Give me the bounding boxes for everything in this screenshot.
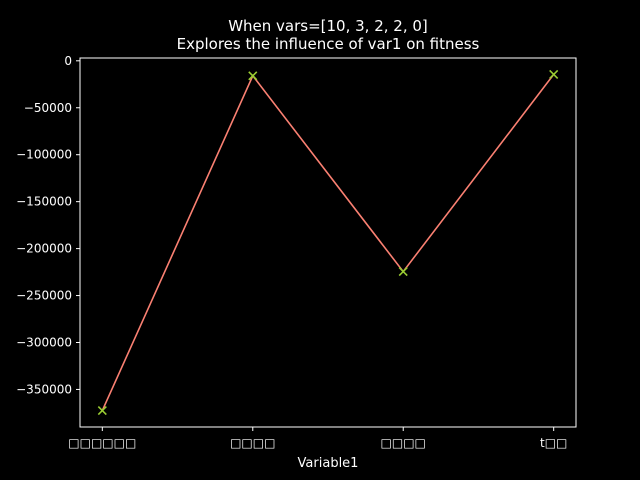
y-tick-label: −300000 <box>16 335 72 349</box>
chart-subtitle: Explores the influence of var1 on fitnes… <box>177 35 480 53</box>
x-tick-label: t□□ <box>540 436 567 450</box>
x-tick-label: □□□□□□ <box>68 436 136 450</box>
series-layer <box>97 69 559 416</box>
y-tick-label: −150000 <box>16 195 72 209</box>
series-line <box>101 73 555 411</box>
plot-area-frame <box>79 57 577 428</box>
data-point-marker <box>549 69 559 79</box>
x-tick-label: □□□□ <box>230 436 275 450</box>
data-point-marker <box>97 406 107 416</box>
y-tick-label: −50000 <box>24 101 72 115</box>
x-axis: □□□□□□ □□□□ □□□□ t□□ <box>68 427 567 450</box>
x-tick-label: □□□□ <box>381 436 426 450</box>
y-axis: 0 −50000 −100000 −150000 −200000 −250000 −3000… <box>16 54 80 396</box>
y-tick-label: −350000 <box>16 382 72 396</box>
data-point-marker <box>398 267 408 277</box>
x-axis-label: Variable1 <box>298 456 359 471</box>
y-tick-label: −200000 <box>16 242 72 256</box>
data-point-marker <box>248 71 258 81</box>
y-tick-label: −100000 <box>16 148 72 162</box>
chart-title: When vars=[10, 3, 2, 2, 0] <box>228 17 428 35</box>
y-tick-label: 0 <box>64 54 72 68</box>
y-tick-label: −250000 <box>16 289 72 303</box>
